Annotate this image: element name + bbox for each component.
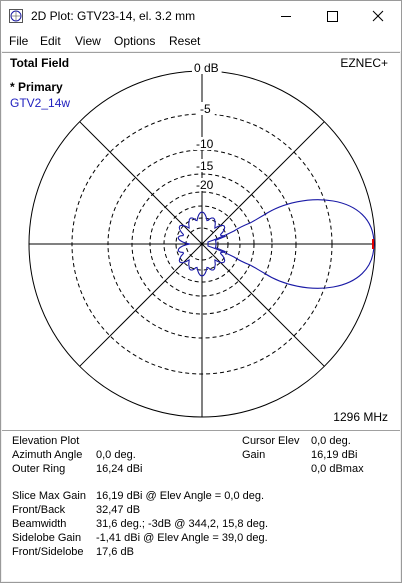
stat-label: Beamwidth [12, 518, 67, 530]
ring-label: -10 [196, 137, 214, 151]
file-label: GTV2_14w [10, 96, 71, 110]
info-label: Azimuth Angle [12, 449, 83, 461]
stat-value: 16,19 dBi @ Elev Angle = 0,0 deg. [96, 490, 265, 502]
menu-bar: File Edit View Options Reset [1, 31, 401, 51]
close-icon [372, 10, 384, 22]
info-value: 16,19 dBi [311, 449, 358, 461]
title-bar[interactable]: 2D Plot: GTV23-14, el. 3.2 mm [1, 1, 401, 31]
info-value: 0,0 deg. [96, 449, 136, 461]
info-label: Outer Ring [12, 463, 66, 475]
pattern-side-lobes [177, 211, 227, 277]
info-label: Gain [242, 449, 266, 461]
stat-label: Sidelobe Gain [12, 532, 82, 544]
menu-edit[interactable]: Edit [40, 34, 61, 48]
window-title: 2D Plot: GTV23-14, el. 3.2 mm [31, 9, 196, 23]
polar-plot-area[interactable]: 0 dB -5 -10 -15 -20 Total Field EZNEC+ * Pri… [2, 52, 400, 431]
menu-reset[interactable]: Reset [169, 34, 201, 48]
maximize-button[interactable] [309, 1, 355, 31]
frequency-label: 1296 MHz [333, 410, 388, 424]
stat-label: Front/Sidelobe [12, 546, 84, 558]
menu-file[interactable]: File [9, 34, 29, 48]
menu-view[interactable]: View [75, 34, 101, 48]
info-value: 0,0 dBmax [311, 463, 364, 475]
info-label: Elevation Plot [12, 435, 80, 447]
plot-title: Total Field [10, 56, 70, 70]
stat-value: 17,6 dB [96, 546, 134, 558]
info-value: 0,0 deg. [311, 435, 351, 447]
minimize-icon [281, 16, 291, 17]
stat-value: 31,6 deg.; -3dB @ 344,2, 15,8 deg. [96, 518, 269, 530]
ring-label: -5 [200, 102, 211, 116]
ring-label-bg [194, 178, 218, 191]
stat-label: Slice Max Gain [12, 490, 86, 502]
ring-label: -15 [196, 159, 214, 173]
plot-app-icon [9, 9, 23, 23]
stat-label: Front/Back [12, 504, 66, 516]
ring-label-bg [194, 137, 218, 150]
stat-value: 32,47 dB [96, 504, 141, 516]
ring-label: -20 [196, 178, 214, 192]
info-value: 16,24 dBi [96, 463, 143, 475]
ring-label-bg [198, 102, 215, 115]
polar-plot-svg: 0 dB -5 -10 -15 -20 [28, 61, 376, 418]
ring-label-bg [194, 159, 218, 172]
diagonal-axis [79, 121, 325, 367]
menu-options[interactable]: Options [114, 34, 156, 48]
pattern-main-lobe [207, 199, 375, 289]
ring-label: 0 dB [194, 61, 219, 75]
legend-marker: * Primary [10, 80, 63, 94]
ring-label-bg [192, 61, 222, 74]
stat-value: -1,41 dBi @ Elev Angle = 39,0 deg. [96, 532, 268, 544]
info-label: Cursor Elev [242, 435, 300, 447]
close-button[interactable] [355, 1, 401, 31]
minimize-button[interactable] [263, 1, 309, 31]
info-panel: Elevation Plot Azimuth Angle 0,0 deg. Ou… [2, 431, 400, 581]
program-label: EZNEC+ [340, 56, 388, 70]
maximize-icon [327, 11, 338, 22]
